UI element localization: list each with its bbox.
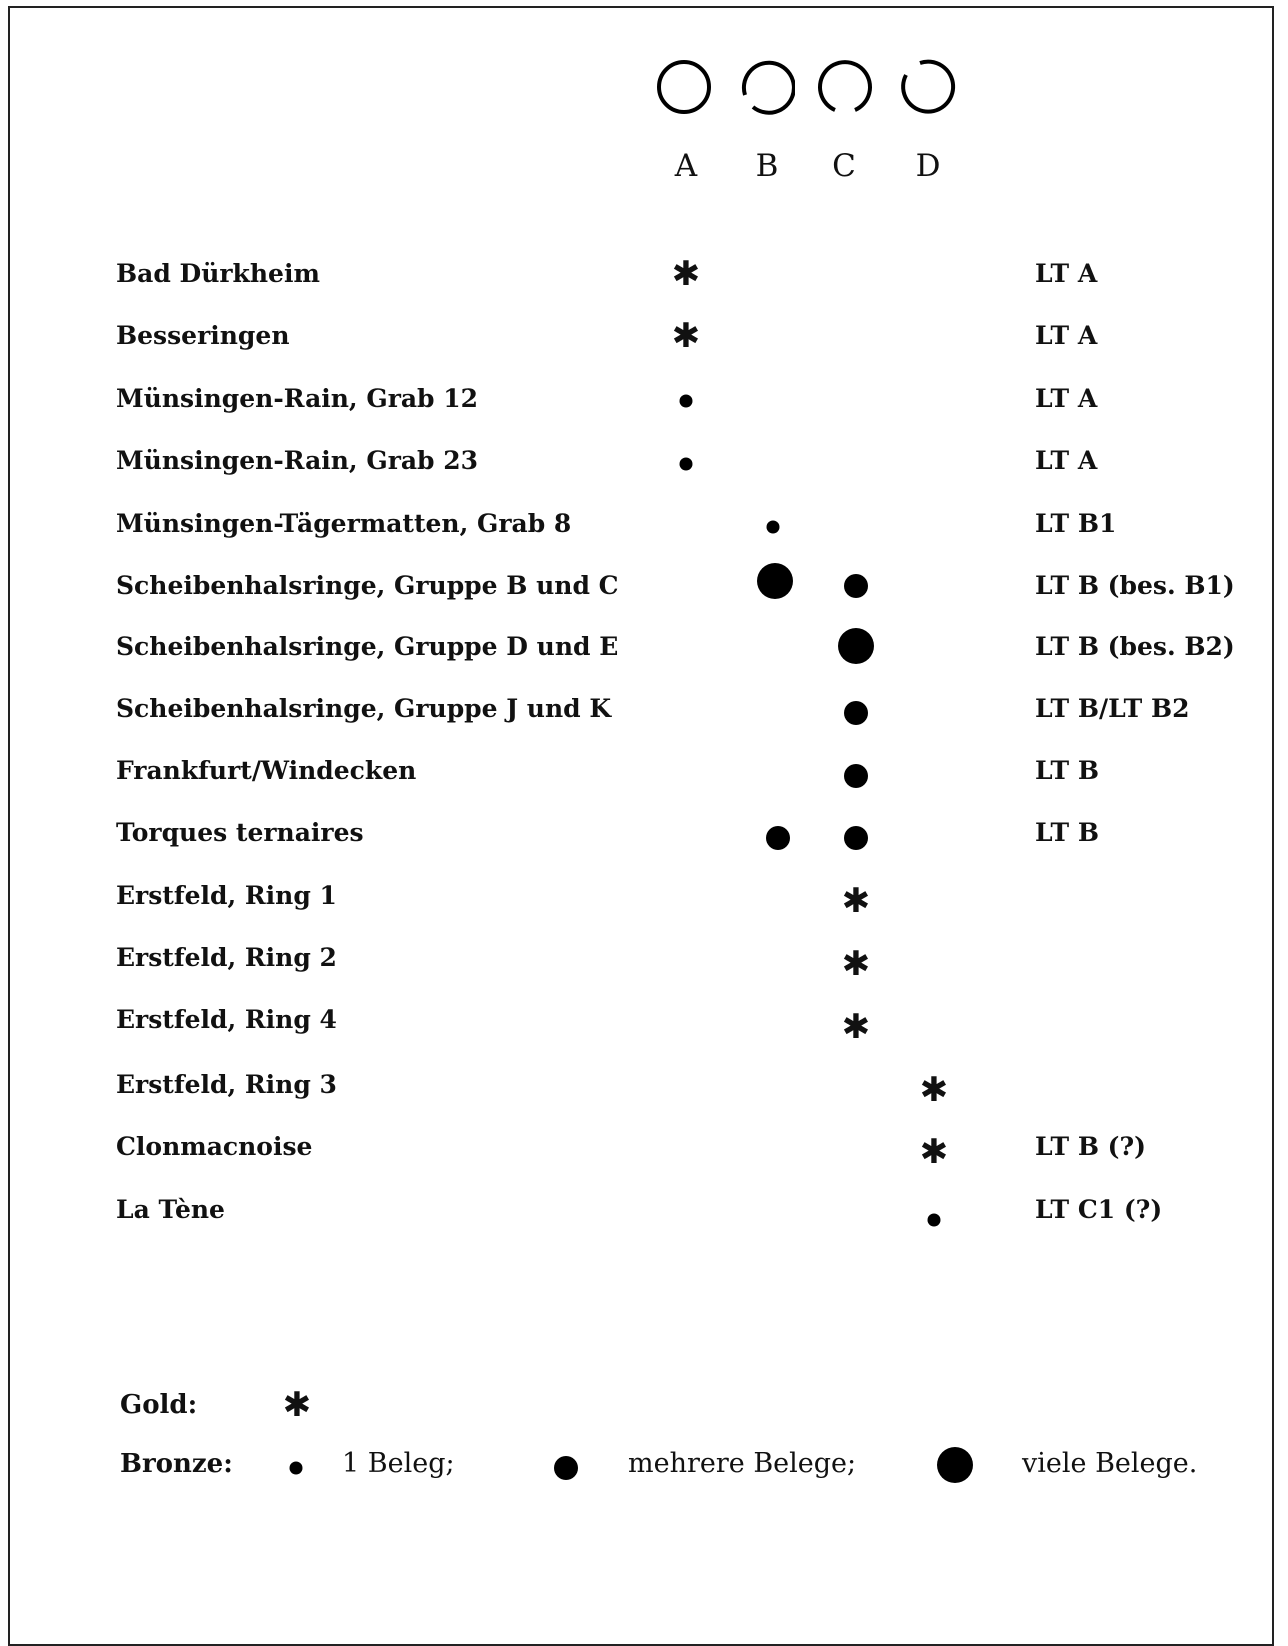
date-label: LT B (bes. B1) — [1035, 571, 1235, 600]
bronze-several-mark — [844, 701, 868, 725]
gold-mark-icon: ✱ — [841, 1007, 871, 1047]
site-name: Erstfeld, Ring 1 — [116, 881, 337, 910]
site-name: Scheibenhalsringe, Gruppe B und C — [116, 571, 619, 600]
date-label: LT B — [1035, 756, 1099, 785]
date-label: LT B — [1035, 818, 1099, 847]
date-label: LT B (bes. B2) — [1035, 632, 1235, 661]
site-name: Erstfeld, Ring 2 — [116, 943, 337, 972]
legend-one-dot-icon — [289, 1461, 303, 1475]
date-label: LT B1 — [1035, 509, 1117, 538]
date-label: LT A — [1035, 446, 1098, 475]
ring-type-d-icon — [901, 59, 956, 114]
bronze-several-mark — [844, 826, 868, 850]
ring-type-c-icon — [818, 60, 872, 112]
type-label-a: A — [674, 148, 698, 184]
site-name: Besseringen — [116, 321, 290, 350]
legend-many-dot-icon — [937, 1447, 973, 1483]
site-name: La Tène — [116, 1195, 225, 1224]
legend-several-label: mehrere Belege; — [628, 1448, 857, 1479]
legend-several-dot-icon — [554, 1456, 578, 1480]
legend-one-label: 1 Beleg; — [342, 1448, 455, 1479]
site-name: Münsingen-Rain, Grab 12 — [116, 384, 479, 413]
legend-gold-star-icon: ✱ — [282, 1385, 312, 1425]
date-label: LT A — [1035, 321, 1098, 350]
date-label: LT A — [1035, 259, 1098, 288]
type-label-d: D — [915, 148, 941, 184]
gold-mark-icon: ✱ — [841, 881, 871, 921]
legend-bronze-label: Bronze: — [120, 1449, 233, 1479]
site-name: Bad Dürkheim — [116, 259, 320, 288]
bronze-several-mark — [844, 764, 868, 788]
date-label: LT C1 (?) — [1035, 1195, 1163, 1224]
site-name: Erstfeld, Ring 4 — [116, 1005, 337, 1034]
bronze-several-mark — [844, 574, 868, 598]
bronze-many-mark — [757, 563, 793, 599]
date-label: LT A — [1035, 384, 1098, 413]
bronze-one-mark — [679, 394, 693, 408]
gold-mark-icon: ✱ — [671, 316, 701, 356]
ring-type-b-icon — [741, 60, 795, 115]
site-name: Clonmacnoise — [116, 1132, 313, 1161]
site-name: Erstfeld, Ring 3 — [116, 1070, 337, 1099]
site-name: Scheibenhalsringe, Gruppe J und K — [116, 694, 612, 723]
bronze-many-mark — [838, 628, 874, 664]
legend-gold-label: Gold: — [120, 1390, 198, 1420]
site-name: Torques ternaires — [116, 818, 364, 847]
gold-mark-icon: ✱ — [919, 1070, 949, 1110]
site-name: Scheibenhalsringe, Gruppe D und E — [116, 632, 619, 661]
site-name: Münsingen-Rain, Grab 23 — [116, 446, 479, 475]
type-label-c: C — [832, 148, 856, 184]
site-name: Münsingen-Tägermatten, Grab 8 — [116, 509, 572, 538]
legend-many-label: viele Belege. — [1022, 1448, 1198, 1479]
type-label-b: B — [755, 148, 779, 184]
bronze-one-mark — [927, 1213, 941, 1227]
bronze-several-mark — [766, 826, 790, 850]
date-label: LT B (?) — [1035, 1132, 1146, 1161]
gold-mark-icon: ✱ — [671, 254, 701, 294]
date-label: LT B/LT B2 — [1035, 694, 1190, 723]
ring-type-a-icon — [657, 60, 711, 114]
gold-mark-icon: ✱ — [919, 1132, 949, 1172]
bronze-one-mark — [766, 520, 780, 534]
gold-mark-icon: ✱ — [841, 944, 871, 984]
site-name: Frankfurt/Windecken — [116, 756, 417, 785]
bronze-one-mark — [679, 457, 693, 471]
